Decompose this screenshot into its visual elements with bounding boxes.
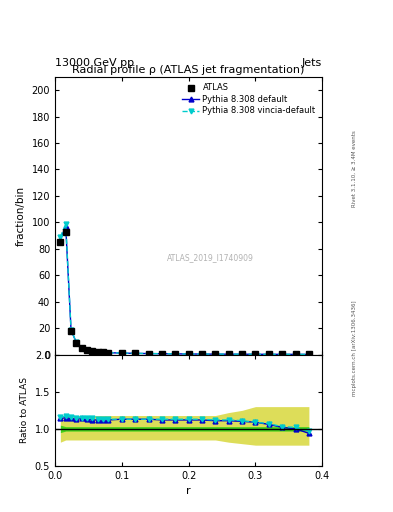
ATLAS bbox=[200, 351, 204, 357]
Pythia 8.308 default bbox=[69, 327, 73, 333]
Line: Pythia 8.308 vincia-default: Pythia 8.308 vincia-default bbox=[58, 221, 311, 357]
ATLAS bbox=[253, 351, 258, 357]
ATLAS bbox=[85, 347, 90, 353]
Pythia 8.308 vincia-default bbox=[213, 351, 218, 357]
Pythia 8.308 default bbox=[200, 351, 204, 357]
Pythia 8.308 vincia-default bbox=[58, 234, 63, 240]
Line: ATLAS: ATLAS bbox=[58, 229, 312, 357]
Pythia 8.308 default bbox=[85, 347, 90, 353]
Y-axis label: fraction/bin: fraction/bin bbox=[16, 186, 26, 246]
Pythia 8.308 vincia-default bbox=[69, 327, 73, 333]
Pythia 8.308 default bbox=[119, 350, 124, 356]
Pythia 8.308 vincia-default bbox=[173, 351, 178, 357]
Pythia 8.308 default bbox=[213, 351, 218, 357]
ATLAS bbox=[63, 228, 68, 234]
Pythia 8.308 default bbox=[58, 237, 63, 243]
ATLAS bbox=[74, 340, 79, 346]
Pythia 8.308 vincia-default bbox=[106, 350, 111, 356]
Title: Radial profile ρ (ATLAS jet fragmentation): Radial profile ρ (ATLAS jet fragmentatio… bbox=[72, 65, 305, 75]
Pythia 8.308 default bbox=[160, 351, 164, 357]
Text: mcplots.cern.ch [arXiv:1306.3436]: mcplots.cern.ch [arXiv:1306.3436] bbox=[352, 301, 357, 396]
ATLAS bbox=[293, 351, 298, 357]
Pythia 8.308 vincia-default bbox=[95, 349, 100, 355]
Pythia 8.308 vincia-default bbox=[307, 351, 311, 357]
ATLAS bbox=[266, 351, 271, 357]
Pythia 8.308 vincia-default bbox=[146, 351, 151, 357]
ATLAS bbox=[240, 351, 244, 357]
Pythia 8.308 vincia-default bbox=[160, 351, 164, 357]
Pythia 8.308 default bbox=[186, 351, 191, 357]
Pythia 8.308 vincia-default bbox=[133, 350, 138, 356]
ATLAS bbox=[226, 351, 231, 357]
Pythia 8.308 default bbox=[79, 345, 84, 351]
Pythia 8.308 default bbox=[63, 223, 68, 229]
ATLAS bbox=[186, 351, 191, 357]
ATLAS bbox=[280, 351, 285, 357]
Pythia 8.308 vincia-default bbox=[119, 350, 124, 356]
ATLAS bbox=[173, 351, 178, 357]
Pythia 8.308 vincia-default bbox=[226, 351, 231, 357]
Legend: ATLAS, Pythia 8.308 default, Pythia 8.308 vincia-default: ATLAS, Pythia 8.308 default, Pythia 8.30… bbox=[180, 81, 318, 118]
Text: Rivet 3.1.10, ≥ 3.4M events: Rivet 3.1.10, ≥ 3.4M events bbox=[352, 131, 357, 207]
Pythia 8.308 default bbox=[240, 351, 244, 357]
ATLAS bbox=[119, 350, 124, 356]
Pythia 8.308 vincia-default bbox=[101, 349, 105, 355]
Pythia 8.308 default bbox=[90, 348, 95, 354]
Line: Pythia 8.308 default: Pythia 8.308 default bbox=[58, 224, 311, 357]
Y-axis label: Ratio to ATLAS: Ratio to ATLAS bbox=[20, 377, 29, 443]
Pythia 8.308 vincia-default bbox=[85, 347, 90, 353]
Text: 13000 GeV pp: 13000 GeV pp bbox=[55, 57, 134, 68]
Pythia 8.308 default bbox=[266, 351, 271, 357]
Pythia 8.308 vincia-default bbox=[240, 351, 244, 357]
Pythia 8.308 vincia-default bbox=[63, 221, 68, 227]
Pythia 8.308 default bbox=[106, 350, 111, 356]
Pythia 8.308 vincia-default bbox=[74, 339, 79, 346]
Pythia 8.308 default bbox=[226, 351, 231, 357]
ATLAS bbox=[79, 345, 84, 351]
Pythia 8.308 vincia-default bbox=[186, 351, 191, 357]
Pythia 8.308 default bbox=[280, 351, 285, 357]
ATLAS bbox=[133, 350, 138, 356]
Pythia 8.308 default bbox=[146, 351, 151, 357]
ATLAS bbox=[213, 351, 218, 357]
ATLAS bbox=[160, 351, 164, 357]
Pythia 8.308 vincia-default bbox=[90, 348, 95, 354]
ATLAS bbox=[69, 328, 73, 334]
Pythia 8.308 vincia-default bbox=[293, 351, 298, 357]
Pythia 8.308 vincia-default bbox=[79, 345, 84, 351]
Pythia 8.308 default bbox=[95, 349, 100, 355]
ATLAS bbox=[307, 351, 311, 357]
ATLAS bbox=[90, 348, 95, 354]
Pythia 8.308 vincia-default bbox=[200, 351, 204, 357]
X-axis label: r: r bbox=[186, 486, 191, 496]
Pythia 8.308 vincia-default bbox=[266, 351, 271, 357]
Pythia 8.308 default bbox=[307, 351, 311, 357]
ATLAS bbox=[58, 239, 63, 245]
Pythia 8.308 default bbox=[253, 351, 258, 357]
Text: Jets: Jets bbox=[302, 57, 322, 68]
ATLAS bbox=[106, 350, 111, 356]
Pythia 8.308 default bbox=[133, 350, 138, 356]
Pythia 8.308 vincia-default bbox=[280, 351, 285, 357]
Pythia 8.308 default bbox=[173, 351, 178, 357]
Text: ATLAS_2019_I1740909: ATLAS_2019_I1740909 bbox=[167, 253, 253, 262]
ATLAS bbox=[95, 349, 100, 355]
Pythia 8.308 vincia-default bbox=[253, 351, 258, 357]
ATLAS bbox=[101, 349, 105, 355]
Pythia 8.308 default bbox=[293, 351, 298, 357]
Pythia 8.308 default bbox=[101, 349, 105, 355]
ATLAS bbox=[146, 351, 151, 357]
Pythia 8.308 default bbox=[74, 339, 79, 346]
